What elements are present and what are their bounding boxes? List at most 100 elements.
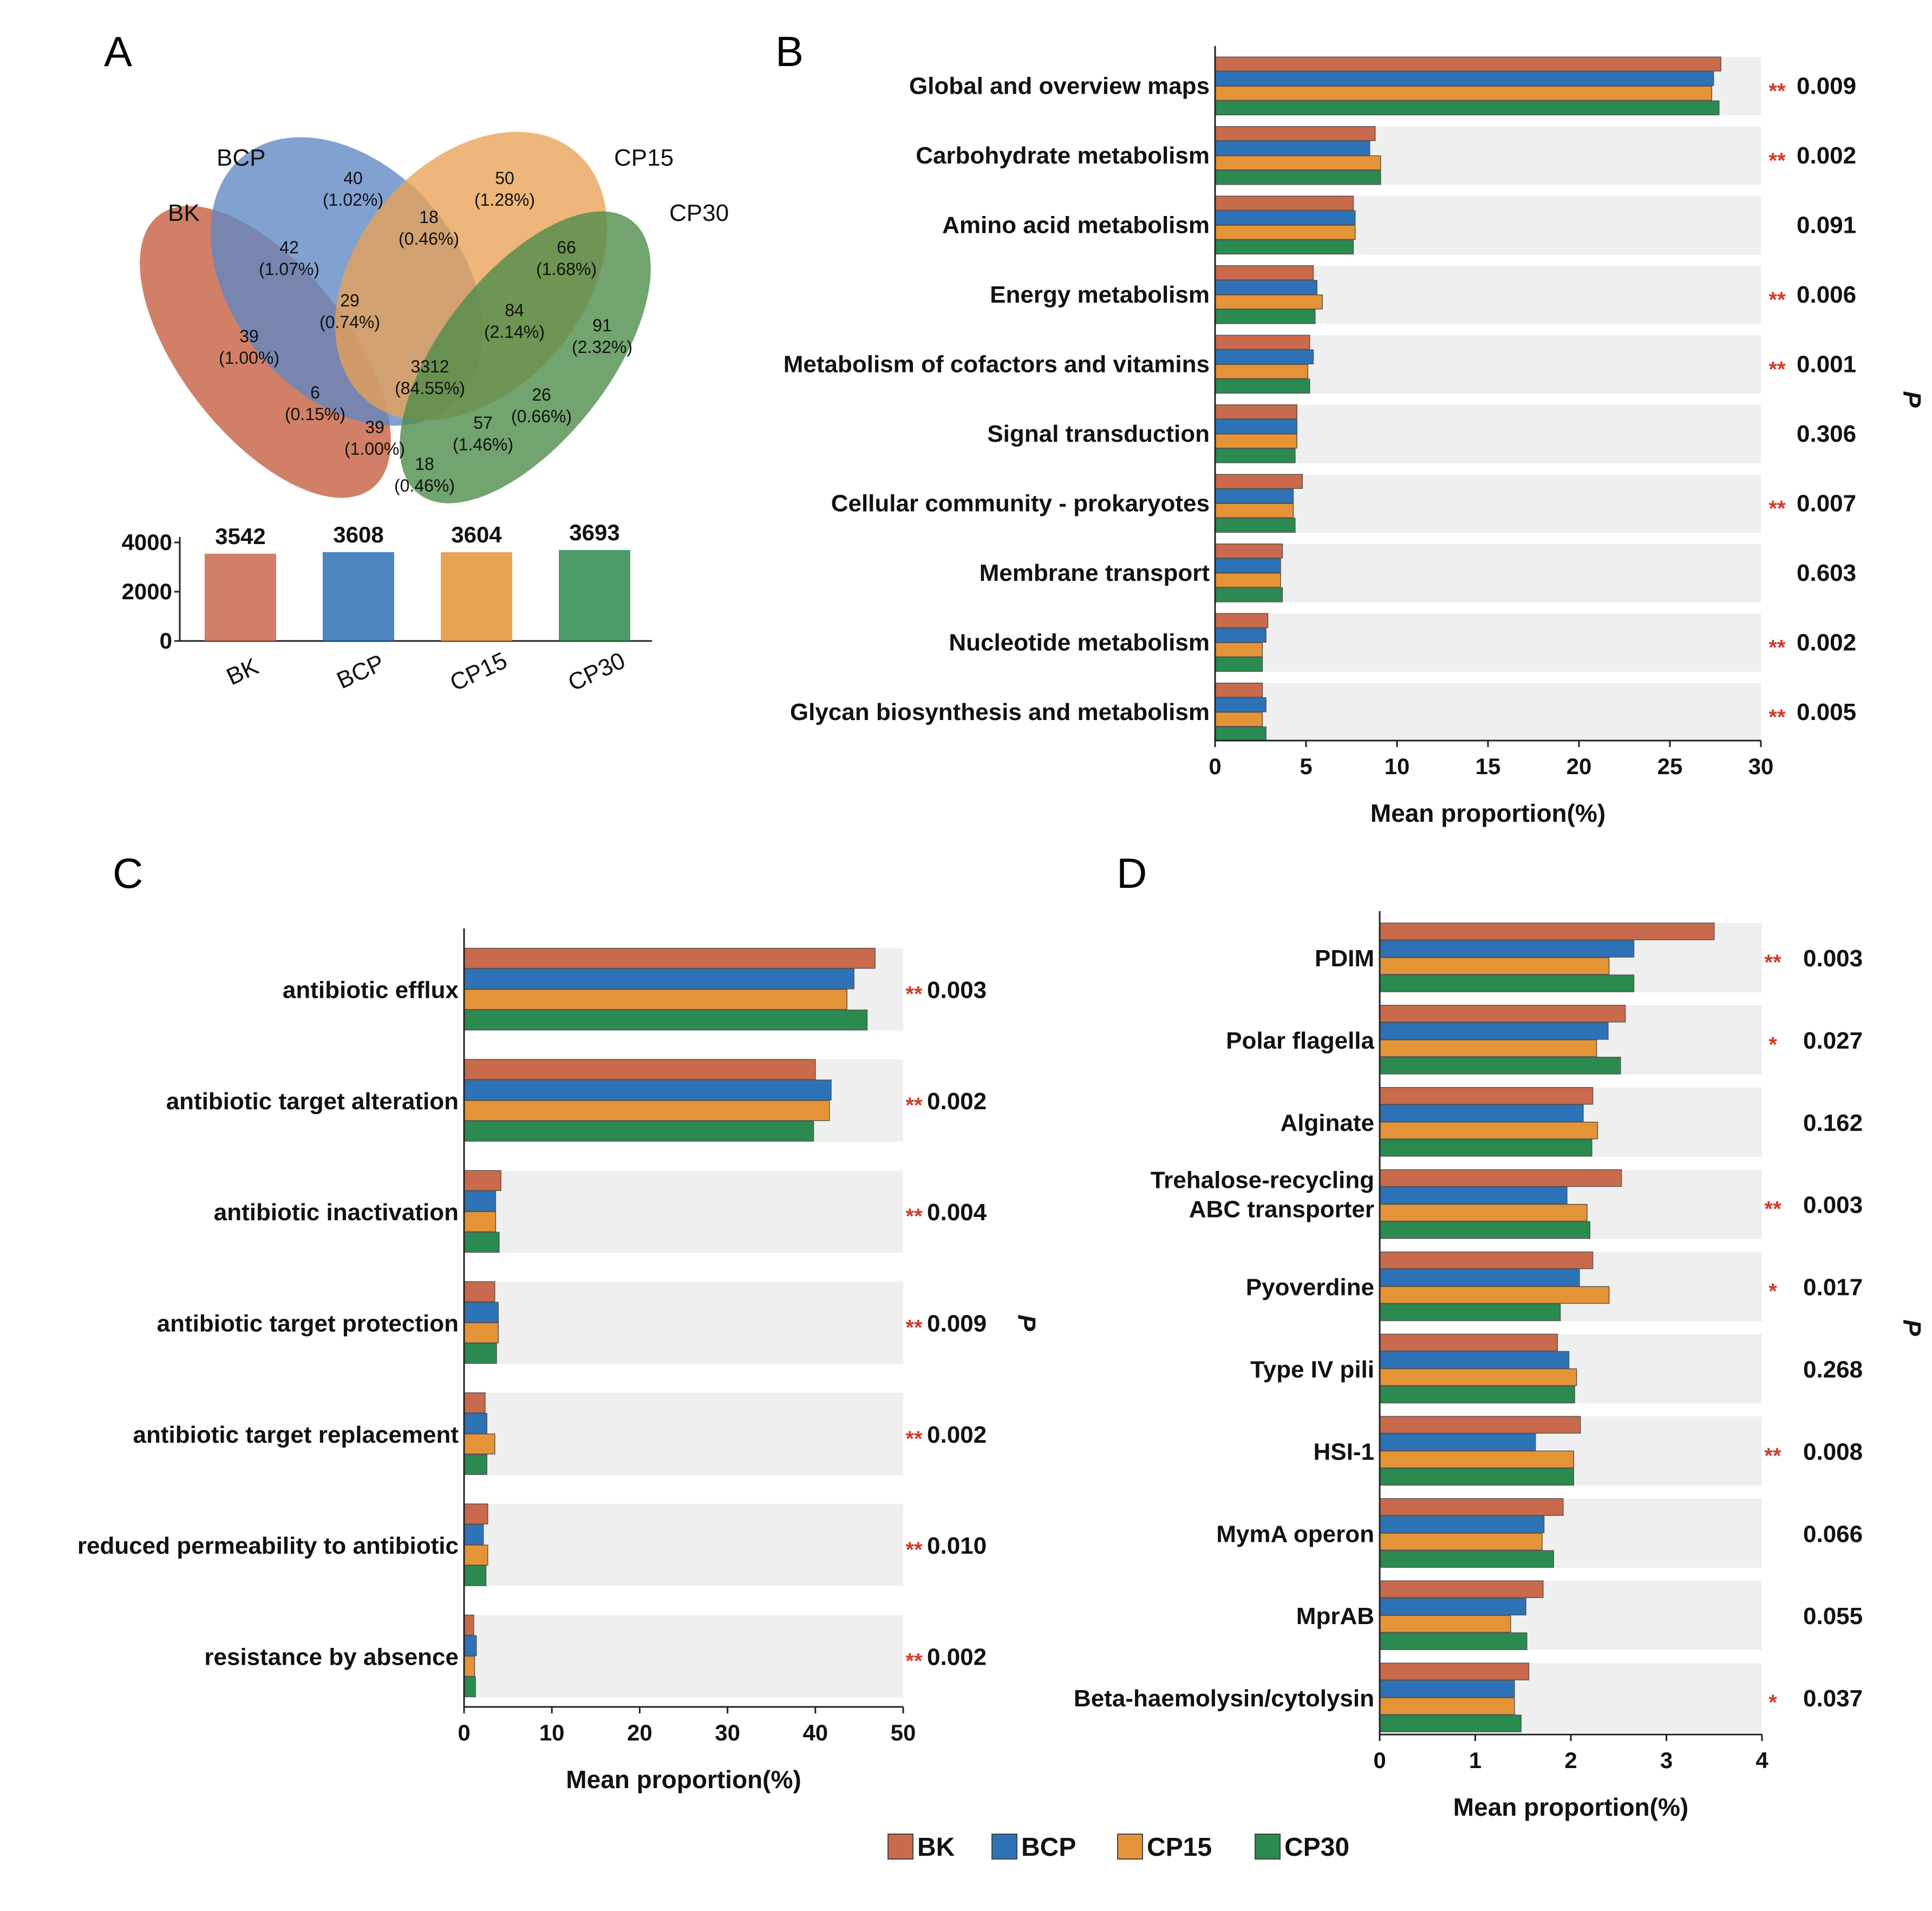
panel-b-bar-cp30 <box>1215 587 1283 603</box>
panel-c-bar-cp30 <box>464 1009 868 1031</box>
panel-c-bar-bk <box>464 1614 474 1636</box>
panel-c-bar-bcp <box>464 1524 484 1545</box>
panel-b-bar-cp15 <box>1215 364 1309 379</box>
panel-b-bar-cp30 <box>1215 239 1354 254</box>
panel-c-bar-cp30 <box>464 1343 497 1364</box>
venn-pct-bk-cp15: (0.15%) <box>285 404 345 424</box>
panel-b-bar-bcp <box>1215 71 1714 86</box>
panel-c-bar-cp15 <box>464 1211 497 1232</box>
panel-c-bar-bk <box>464 1392 486 1413</box>
panel-c-bar-bk <box>464 1281 495 1303</box>
panel-d-bar-bcp <box>1379 940 1635 958</box>
panel-a-bar-bcp <box>323 552 394 641</box>
panel-c-bar-bk <box>464 1059 816 1080</box>
panel-b-bar-cp15 <box>1215 712 1263 727</box>
panel-b-xtick-label: 20 <box>1567 754 1592 779</box>
panel-b-significance-stars: ** <box>1768 496 1786 520</box>
venn-count-bk-cp30: 18 <box>415 454 434 474</box>
panel-d-xtick-label: 0 <box>1373 1748 1386 1773</box>
panel-c-bar-cp15 <box>464 989 847 1010</box>
panel-c-bar-bk <box>464 1503 488 1524</box>
panel-c-category-label: antibiotic inactivation <box>214 1199 459 1226</box>
panel-d-xtick-label: 3 <box>1660 1748 1673 1773</box>
panel-b-bar-bk <box>1215 474 1303 489</box>
panel-c-bar-bk <box>464 947 876 969</box>
panel-d-bar-cp30 <box>1379 1632 1528 1650</box>
venn-set-label-cp30: CP30 <box>669 200 729 226</box>
panel-d-bar-cp30 <box>1379 1714 1522 1732</box>
panel-d-bar-bcp <box>1379 1351 1570 1369</box>
panel-d-bar-cp15 <box>1379 1203 1588 1222</box>
panel-a-bar-chart: 0 2000 4000 3542 BK 3608 BCP 3604 CP15 3693 CP30 <box>122 520 652 696</box>
panel-b-bar-cp15 <box>1215 434 1297 449</box>
panel-d-category-label: Type IV pili <box>1250 1356 1374 1383</box>
panel-d-significance-stars: ** <box>1764 1197 1781 1221</box>
panel-d-p-value: 0.066 <box>1803 1521 1863 1547</box>
panel-d-p-value: 0.003 <box>1803 1192 1863 1219</box>
panel-c-p-value: 0.003 <box>927 977 987 1004</box>
panel-c-bar-cp15 <box>464 1655 475 1677</box>
venn-pct-all: (84.55%) <box>395 378 465 398</box>
panel-b-p-value: 0.002 <box>1797 629 1856 656</box>
panel-d-bar-cp15 <box>1379 1039 1597 1057</box>
panel-d-bar-cp15 <box>1379 957 1610 975</box>
panel-b-category-label: Amino acid metabolism <box>942 212 1210 238</box>
panel-c-bar-cp30 <box>464 1676 476 1698</box>
panel-b-bar-cp30 <box>1215 100 1720 115</box>
panel-b-significance-stars: ** <box>1768 636 1786 659</box>
panel-b-p-value: 0.603 <box>1797 560 1856 586</box>
venn-pct-bk-cp15-cp30: (1.00%) <box>344 439 405 459</box>
panel-b-p-value: 0.306 <box>1797 421 1856 447</box>
panel-b-bar-cp15 <box>1215 86 1713 101</box>
panel-b-category-label: Carbohydrate metabolism <box>916 142 1210 169</box>
panel-letter-c: C <box>113 849 143 897</box>
venn-count-bcp-only: 40 <box>343 168 363 188</box>
panel-c-bar-cp30 <box>464 1565 487 1586</box>
panel-b-xtick-label: 25 <box>1657 754 1683 779</box>
panel-b-bar-bk <box>1215 613 1269 628</box>
panel-b-bar-bcp <box>1215 627 1267 643</box>
legend-label-cp15: CP15 <box>1147 1833 1212 1862</box>
panel-b-p-axis-title: P <box>1898 391 1926 408</box>
panel-letter-d: D <box>1117 849 1147 897</box>
panel-b-significance-stars: ** <box>1768 357 1786 381</box>
panel-b-xtick-label: 0 <box>1209 754 1221 779</box>
panel-b-bar-chart: Global and overview maps ** 0.009 Carbohydr… <box>784 46 1926 827</box>
panel-b-significance-stars: ** <box>1768 705 1786 729</box>
panel-b-xtick-label: 30 <box>1748 754 1774 779</box>
panel-a-bar-bk <box>205 553 276 641</box>
panel-c-significance-stars: ** <box>905 1205 923 1228</box>
panel-d-bar-bcp <box>1379 1186 1568 1205</box>
panel-c-bar-cp15 <box>464 1544 488 1566</box>
venn-count-bk-bcp-cp30: 57 <box>473 413 493 433</box>
panel-d-bar-bcp <box>1379 1022 1609 1040</box>
panel-d-p-axis-title: P <box>1898 1319 1926 1336</box>
venn-ellipse-cp30 <box>400 211 651 503</box>
panel-a-value-label-cp15: 3604 <box>451 522 502 547</box>
panel-a-category-label-cp30: CP30 <box>564 647 629 696</box>
panel-b-bar-cp15 <box>1215 503 1294 518</box>
panel-d-x-axis-title: Mean proportion(%) <box>1453 1793 1688 1821</box>
venn-count-bk-cp15: 6 <box>310 383 320 402</box>
panel-c-row-band <box>464 1615 903 1698</box>
legend-label-cp30: CP30 <box>1284 1833 1349 1862</box>
legend-swatch-bk <box>887 1834 913 1860</box>
panel-d-significance-stars: ** <box>1764 951 1781 974</box>
panel-b-p-value: 0.006 <box>1797 282 1856 308</box>
panel-c-x-axis-title: Mean proportion(%) <box>566 1765 801 1794</box>
panel-d-bar-bcp <box>1379 1433 1536 1451</box>
panel-d-p-value: 0.003 <box>1803 945 1863 972</box>
panel-b-significance-stars: ** <box>1768 149 1786 173</box>
panel-d-category-label: MprAB <box>1296 1603 1374 1629</box>
panel-c-significance-stars: ** <box>905 1094 923 1117</box>
venn-pct-bk-cp30: (0.46%) <box>394 476 455 495</box>
panel-b-significance-stars: ** <box>1768 79 1786 103</box>
venn-pct-bk-bcp-cp30: (1.46%) <box>453 435 513 454</box>
panel-b-bar-bcp <box>1215 210 1356 225</box>
venn-count-bk-cp15-cp30: 39 <box>365 417 384 437</box>
panel-c-xtick-label: 0 <box>458 1720 470 1745</box>
panel-d-bar-cp15 <box>1379 1368 1577 1386</box>
panel-letter-a: A <box>104 28 132 75</box>
panel-b-bar-bcp <box>1215 349 1314 364</box>
panel-d-bar-bcp <box>1379 1104 1584 1122</box>
